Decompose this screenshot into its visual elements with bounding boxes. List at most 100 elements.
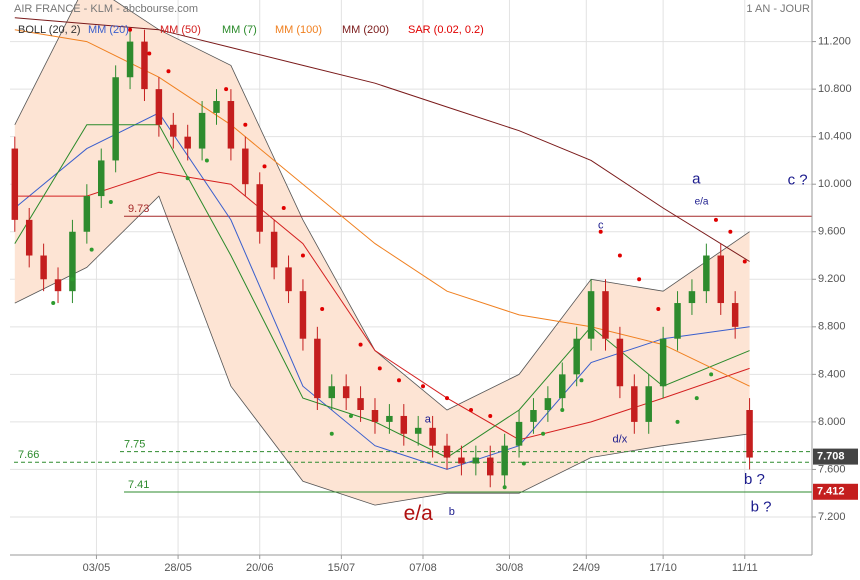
- candle-body: [112, 77, 119, 161]
- sar-dot: [147, 51, 152, 56]
- sar-dot: [598, 229, 603, 234]
- ma-line: [14, 171, 750, 441]
- candle-body: [645, 386, 652, 422]
- sar-dot: [348, 413, 353, 418]
- candle-body: [69, 231, 76, 292]
- candle-body: [25, 219, 33, 256]
- sar-dot: [637, 277, 642, 282]
- candle-body: [198, 112, 206, 149]
- legend-item: BOLL (20, 2): [18, 24, 81, 36]
- candle-body: [299, 291, 307, 339]
- sar-dot: [541, 431, 546, 436]
- sar-dot: [579, 378, 584, 383]
- candle-body: [544, 398, 552, 411]
- level-label: 7.66: [18, 449, 39, 461]
- band: 9.73 7.75 7.66 7.41: [14, 0, 812, 506]
- candle-body: [587, 291, 595, 339]
- candle-body: [602, 291, 609, 339]
- sar-dot: [128, 27, 133, 32]
- x-tick-label: 07/08: [409, 562, 437, 574]
- sar-dot: [243, 122, 248, 127]
- sar-dot: [560, 408, 565, 413]
- candle-body: [429, 427, 436, 446]
- legend-item: MM (50): [160, 24, 201, 36]
- price-tag-label: 7.708: [817, 451, 845, 463]
- legend-item: MM (200): [342, 24, 389, 36]
- sar-dot: [204, 158, 209, 163]
- sar-dot: [617, 253, 622, 258]
- candle-body: [126, 41, 134, 78]
- candle-body: [486, 457, 494, 476]
- candle-body: [342, 386, 350, 399]
- sar-dot: [108, 200, 113, 205]
- sar-dot: [502, 485, 507, 490]
- annotation: c: [598, 220, 604, 232]
- y-tick-label: 8.000: [818, 416, 846, 428]
- sar-dot: [675, 419, 680, 424]
- sar-dot: [51, 301, 56, 306]
- candle-body: [414, 427, 422, 434]
- y-tick-label: 10.800: [818, 83, 852, 95]
- sar-dot: [329, 431, 334, 436]
- x-tick-label: 28/05: [164, 562, 192, 574]
- y-tick-label: 8.400: [818, 368, 846, 380]
- sar-dot: [224, 87, 229, 92]
- x-tick-label: 15/07: [328, 562, 356, 574]
- candle-body: [285, 267, 292, 292]
- y-tick-label: 11.200: [818, 36, 851, 48]
- candle-body: [386, 415, 393, 422]
- legend-item: MM (20): [88, 24, 129, 36]
- candle-body: [631, 386, 638, 422]
- candle-body: [357, 398, 364, 411]
- band-lower: [14, 195, 750, 506]
- candle-body: [141, 41, 148, 90]
- ma-line: [14, 29, 750, 387]
- legend-item: MM (100): [275, 24, 322, 36]
- candle-body: [227, 101, 235, 149]
- candle-body: [11, 148, 19, 220]
- level-label: 7.41: [128, 479, 149, 491]
- sar-dot: [358, 342, 363, 347]
- annotation: c ?: [788, 172, 808, 189]
- legend-item: MM (7): [222, 24, 257, 36]
- overlay: 7.708 7.412 a e/a c ? c d/x a b e/a b ? b ? BOLL (20…: [18, 24, 858, 525]
- candle-body: [616, 338, 624, 387]
- y-tick-label: 7.600: [818, 463, 846, 475]
- candle-body: [314, 338, 321, 399]
- x-tick-label: 03/05: [83, 562, 111, 574]
- candle-body: [458, 457, 465, 464]
- level-label: 9.73: [128, 203, 149, 215]
- price-tag-label: 7.412: [817, 486, 845, 498]
- candle-body: [371, 410, 379, 422]
- candle-body: [83, 196, 91, 232]
- sar-dot: [396, 378, 401, 383]
- sar-dot: [445, 396, 450, 401]
- candle-body: [530, 410, 537, 422]
- sar-dot: [89, 247, 94, 252]
- annotation: d/x: [613, 434, 628, 446]
- x-tick-label: 17/10: [649, 562, 677, 574]
- level-label: 7.75: [124, 439, 145, 451]
- sar-dot: [300, 253, 305, 258]
- x-tick-label: 11/11: [732, 562, 758, 574]
- price-tag: [813, 483, 858, 500]
- band-fill: [14, 0, 750, 506]
- sar-dot: [656, 306, 661, 311]
- candle-body: [54, 279, 62, 292]
- x-tick-label: 20/06: [246, 562, 274, 574]
- sar-dot: [521, 461, 526, 466]
- candle-body: [184, 136, 191, 149]
- sar-dot: [166, 69, 171, 74]
- sar-dot: [713, 217, 718, 222]
- x-tick-label: 24/09: [573, 562, 601, 574]
- annotation: e/a: [695, 197, 709, 208]
- sar-dot: [377, 366, 382, 371]
- candle-body: [155, 89, 163, 125]
- candle-body: [400, 415, 408, 434]
- annotation: a: [692, 170, 701, 187]
- candle-body: [242, 148, 249, 185]
- candle-body: [443, 445, 451, 458]
- annotation: a: [425, 413, 432, 425]
- sar-dot: [694, 396, 699, 401]
